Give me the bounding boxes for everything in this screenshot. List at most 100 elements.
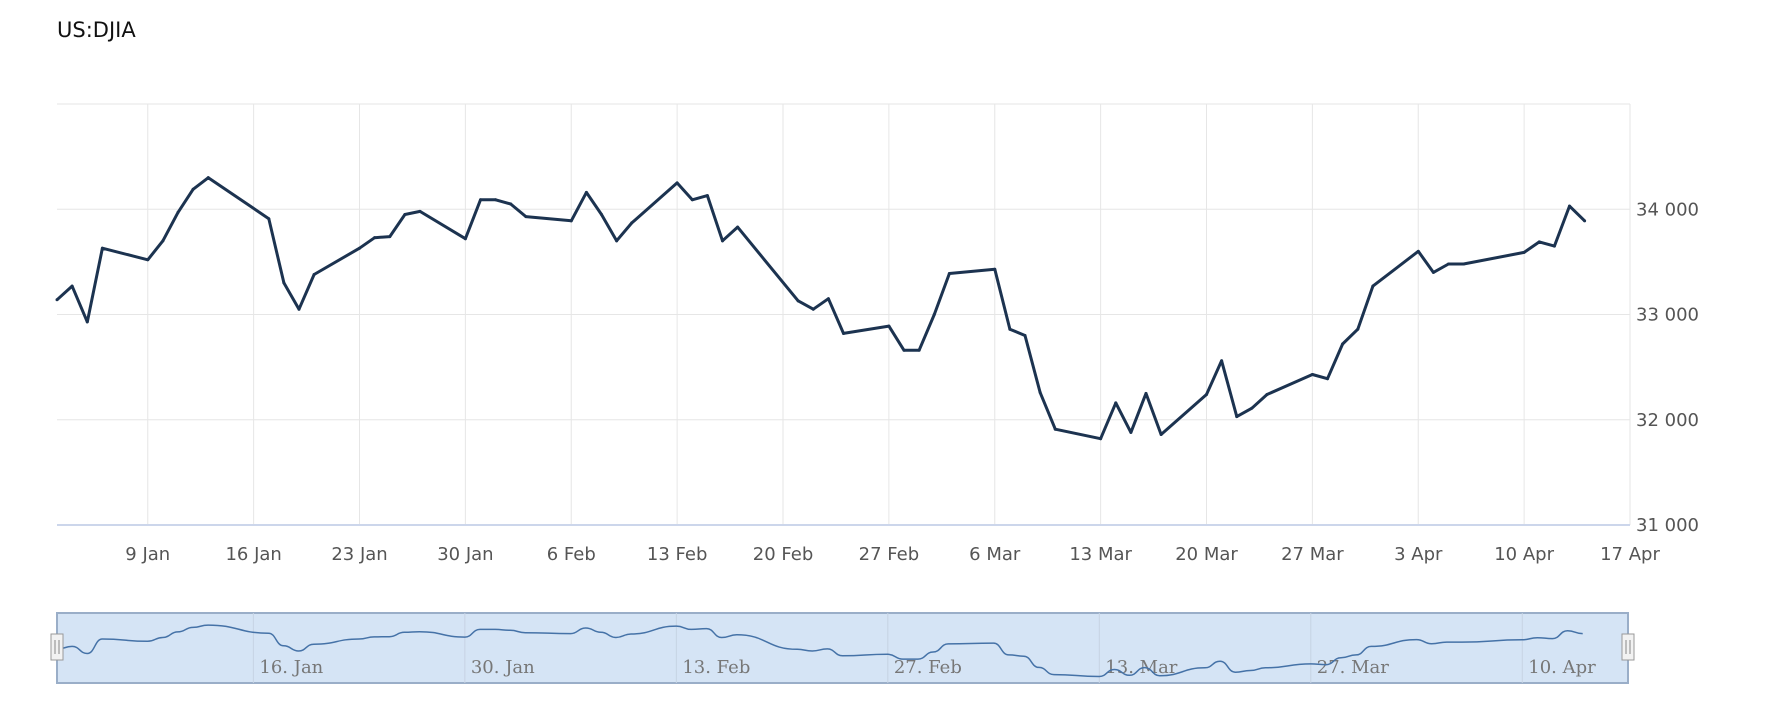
y-tick-label: 34 000 (1636, 199, 1699, 220)
data-point (1205, 392, 1208, 396)
data-point (932, 313, 936, 316)
data-point (1114, 401, 1118, 405)
data-point (917, 348, 921, 352)
data-point (1416, 249, 1420, 253)
x-tick-label: 27 Mar (1281, 544, 1344, 565)
data-point (509, 202, 513, 206)
data-point (1583, 219, 1587, 223)
data-point (463, 237, 467, 241)
x-tick-label: 6 Mar (969, 544, 1021, 565)
data-point (373, 236, 377, 240)
navigator-label: 13. Feb (682, 657, 750, 678)
data-point (494, 198, 498, 202)
data-point (887, 324, 891, 328)
x-tick-label: 16 Jan (225, 544, 281, 565)
data-point (1462, 262, 1466, 266)
x-tick-label: 23 Jan (331, 544, 387, 565)
data-point (100, 246, 104, 250)
data-point (826, 297, 830, 301)
x-tick-label: 13 Mar (1069, 544, 1132, 565)
data-point (524, 215, 528, 219)
data-point (1431, 270, 1435, 274)
data-point (947, 271, 951, 275)
x-tick-label: 13 Feb (647, 544, 708, 565)
data-point (85, 320, 89, 324)
data-point (1568, 204, 1571, 208)
data-point (811, 307, 815, 311)
data-point (418, 209, 422, 213)
data-point (1053, 427, 1057, 431)
data-point (297, 307, 301, 311)
navigator-label: 27. Mar (1317, 657, 1390, 678)
navigator-label: 10. Apr (1528, 657, 1596, 678)
data-point (1038, 390, 1042, 394)
data-point (388, 235, 392, 239)
data-point (690, 198, 694, 202)
data-point (1447, 262, 1450, 266)
data-point (1159, 432, 1163, 436)
plot-area (55, 176, 1587, 441)
data-point (1356, 327, 1360, 331)
data-point (902, 348, 906, 352)
x-tick-label: 3 Apr (1394, 544, 1443, 565)
data-point (1326, 377, 1329, 381)
data-point (479, 198, 482, 202)
y-tick-label: 32 000 (1636, 410, 1699, 431)
y-axis: 31 000 32 000 33 000 34 000 (1636, 199, 1699, 536)
navigator-handle-right[interactable] (1621, 633, 1635, 661)
data-point (1099, 437, 1103, 441)
x-tick-label: 10 Apr (1494, 544, 1554, 565)
navigator: 16. Jan 30. Jan 13. Feb 27. Feb 13. Mar 27. M… (50, 612, 1635, 684)
data-point (796, 299, 800, 303)
data-point (403, 213, 407, 217)
data-point (1341, 342, 1345, 346)
navigator-label: 16. Jan (259, 657, 323, 678)
y-tick-label: 31 000 (1636, 515, 1699, 536)
data-point (1371, 284, 1375, 288)
navigator-handle-left[interactable] (50, 633, 64, 661)
handle-body[interactable] (1621, 633, 1635, 661)
chart-title: US:DJIA (57, 18, 136, 42)
data-point (1023, 334, 1027, 338)
data-point (615, 239, 619, 243)
data-point (1008, 327, 1012, 331)
data-point (675, 181, 679, 185)
data-point (993, 267, 997, 271)
data-point (1220, 359, 1224, 363)
x-axis: 9 Jan 16 Jan 23 Jan 30 Jan 6 Feb 13 Feb 20 Feb… (57, 524, 1660, 565)
y-tick-label: 33 000 (1636, 305, 1699, 326)
data-point (705, 194, 709, 198)
data-point (358, 246, 361, 250)
x-tick-label: 20 Mar (1175, 544, 1238, 565)
data-point (1552, 244, 1556, 248)
data-point (1310, 372, 1314, 376)
data-point (161, 239, 165, 243)
data-point (1250, 406, 1254, 410)
x-tick-label: 30 Jan (437, 544, 493, 565)
data-point (842, 331, 845, 335)
series-line (55, 176, 1586, 441)
data-point (630, 221, 634, 225)
data-point (176, 210, 180, 214)
x-tick-label: 17 Apr (1600, 544, 1660, 565)
data-point (1537, 240, 1541, 244)
data-point (1129, 430, 1133, 434)
x-tick-label: 20 Feb (753, 544, 814, 565)
data-point (721, 239, 724, 243)
x-tick-label: 6 Feb (547, 544, 596, 565)
data-point (70, 284, 74, 288)
data-point (1144, 391, 1148, 395)
navigator-series-line (56, 624, 1583, 678)
grid-lines (57, 103, 1631, 525)
data-point (584, 190, 588, 194)
data-point (569, 219, 573, 223)
x-tick-label: 9 Jan (125, 544, 170, 565)
data-point (736, 225, 740, 229)
data-point (1235, 415, 1239, 419)
handle-body[interactable] (50, 633, 64, 661)
data-point (55, 298, 59, 302)
data-point (267, 217, 271, 221)
data-point (312, 273, 316, 277)
navigator-label: 27. Feb (894, 657, 962, 678)
